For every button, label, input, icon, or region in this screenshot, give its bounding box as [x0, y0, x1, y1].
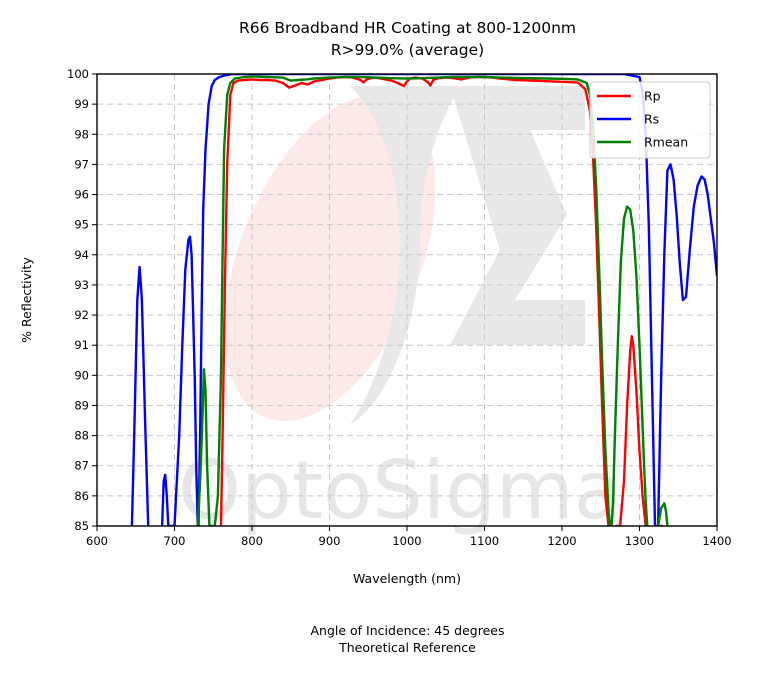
x-tick-label: 600 — [86, 534, 108, 548]
legend-label-rp: Rp — [644, 89, 661, 104]
y-axis-label: % Reflectivity — [19, 257, 34, 343]
x-axis-ticks: 600 700 800 900 1000 1100 1200 1300 1400 — [86, 526, 732, 548]
incidence-note: Angle of Incidence: 45 degrees — [310, 623, 505, 638]
x-axis-label: Wavelength (nm) — [353, 571, 461, 586]
y-tick-label: 96 — [74, 188, 89, 202]
series-line-rs — [130, 74, 717, 526]
legend: Rp Rs Rmean — [589, 81, 711, 159]
x-tick-label: 1200 — [547, 534, 576, 548]
y-tick-label: 87 — [74, 459, 89, 473]
y-tick-label: 97 — [74, 157, 89, 171]
y-tick-label: 88 — [74, 429, 89, 443]
x-tick-label: 1100 — [470, 534, 499, 548]
y-tick-label: 100 — [67, 67, 89, 81]
legend-box — [589, 81, 711, 159]
y-tick-label: 95 — [74, 218, 89, 232]
y-tick-label: 86 — [74, 489, 89, 503]
chart-title: R66 Broadband HR Coating at 800-1200nm — [238, 19, 576, 37]
y-tick-label: 93 — [74, 278, 89, 292]
legend-label-rs: Rs — [644, 112, 659, 127]
watermark-text: OptoSigma — [178, 444, 623, 537]
watermark-sigma-shape — [450, 86, 585, 345]
legend-label-rmean: Rmean — [644, 135, 688, 150]
x-tick-label: 1300 — [625, 534, 654, 548]
y-axis-ticks: 85 86 87 88 89 90 91 92 93 94 95 96 97 98 99 100 — [67, 67, 97, 533]
y-tick-label: 85 — [74, 519, 89, 533]
series-lines — [130, 74, 717, 526]
y-tick-label: 90 — [74, 368, 89, 382]
watermark-sigma-shape — [350, 86, 460, 425]
y-tick-label: 89 — [74, 398, 89, 412]
x-tick-label: 1400 — [702, 534, 731, 548]
y-tick-label: 91 — [74, 338, 89, 352]
y-tick-label: 99 — [74, 97, 89, 111]
chart-subtitle: R>99.0% (average) — [330, 41, 485, 59]
y-tick-label: 92 — [74, 308, 89, 322]
series-line-rmean — [196, 75, 669, 526]
y-tick-label: 94 — [74, 248, 89, 262]
x-tick-label: 900 — [319, 534, 341, 548]
x-tick-label: 1000 — [392, 534, 421, 548]
reference-note: Theoretical Reference — [339, 640, 476, 655]
x-tick-label: 800 — [241, 534, 263, 548]
x-tick-label: 700 — [164, 534, 186, 548]
y-tick-label: 98 — [74, 127, 89, 141]
